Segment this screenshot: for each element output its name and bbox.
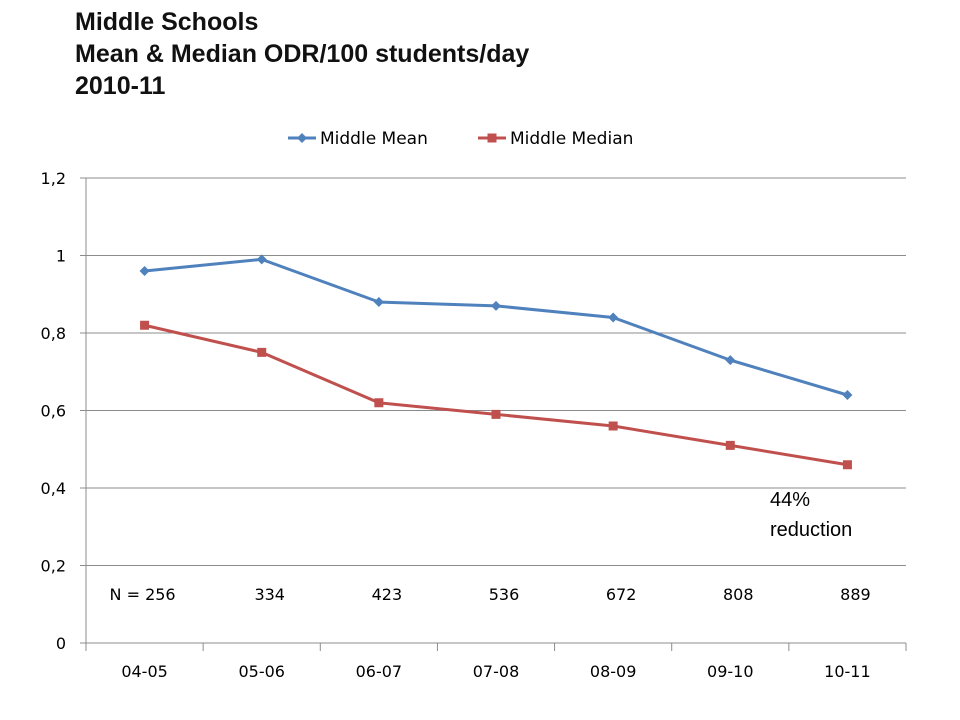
legend-label: Middle Median bbox=[510, 129, 633, 149]
series-lines bbox=[139, 254, 853, 470]
axes bbox=[80, 177, 907, 651]
sample-size-label: 672 bbox=[606, 585, 637, 604]
chart-title: Middle Schools Mean & Median ODR/100 stu… bbox=[75, 6, 529, 102]
sample-size-label: N = 256 bbox=[110, 585, 176, 604]
data-point-mean bbox=[725, 355, 736, 366]
data-point-median bbox=[140, 320, 150, 330]
title-line-1: Middle Schools bbox=[75, 8, 259, 36]
data-point-median bbox=[257, 347, 267, 357]
legend-marker bbox=[297, 133, 307, 143]
sample-size-labels: N = 256 334 423 536 672 808 889 bbox=[110, 585, 871, 604]
x-tick-label: 08-09 bbox=[590, 662, 637, 681]
data-point-median bbox=[725, 440, 735, 450]
x-axis-ticks: 04-05 05-06 06-07 07-08 08-09 09-10 10-11 bbox=[121, 662, 870, 681]
y-axis-ticks: 0 0,2 0,4 0,6 0,8 1 1,2 bbox=[41, 169, 66, 653]
data-point-median bbox=[374, 398, 384, 408]
data-point-median bbox=[842, 460, 852, 470]
annotation-reduction: reduction bbox=[770, 519, 852, 541]
legend: Middle Mean Middle Median bbox=[288, 129, 633, 149]
data-point-mean bbox=[608, 312, 619, 323]
data-point-median bbox=[491, 409, 501, 419]
series-line-middle-median bbox=[144, 323, 848, 467]
data-point-mean bbox=[256, 254, 267, 265]
title-line-3: 2010-11 bbox=[75, 72, 166, 100]
sample-size-label: 808 bbox=[723, 585, 754, 604]
series-line-middle-mean bbox=[144, 257, 848, 397]
y-tick-label: 0,8 bbox=[41, 324, 66, 343]
data-point-mean bbox=[373, 297, 384, 307]
y-tick-label: 0,6 bbox=[41, 402, 66, 421]
data-point-median bbox=[608, 421, 618, 431]
x-tick-label: 06-07 bbox=[356, 662, 403, 681]
x-tick-label: 05-06 bbox=[238, 662, 285, 681]
legend-marker bbox=[487, 133, 497, 143]
sample-size-label: 423 bbox=[372, 585, 403, 604]
sample-size-label: 889 bbox=[840, 585, 871, 604]
sample-size-label: 334 bbox=[254, 585, 285, 604]
x-tick-label: 04-05 bbox=[121, 662, 168, 681]
data-point-mean bbox=[139, 266, 150, 276]
legend-label: Middle Mean bbox=[320, 129, 428, 149]
y-tick-label: 1,2 bbox=[41, 169, 66, 188]
y-tick-label: 0,2 bbox=[41, 557, 66, 576]
title-line-2: Mean & Median ODR/100 students/day bbox=[75, 40, 530, 68]
y-tick-label: 0 bbox=[56, 634, 66, 653]
sample-size-label: 536 bbox=[489, 585, 520, 604]
data-point-mean bbox=[842, 390, 853, 400]
data-point-mean bbox=[491, 300, 501, 311]
x-tick-label: 10-11 bbox=[824, 662, 871, 681]
annotation-percent: 44% bbox=[770, 489, 810, 511]
x-tick-label: 09-10 bbox=[707, 662, 754, 681]
x-tick-label: 07-08 bbox=[473, 662, 520, 681]
y-tick-label: 0,4 bbox=[41, 479, 66, 498]
y-tick-label: 1 bbox=[56, 247, 66, 266]
